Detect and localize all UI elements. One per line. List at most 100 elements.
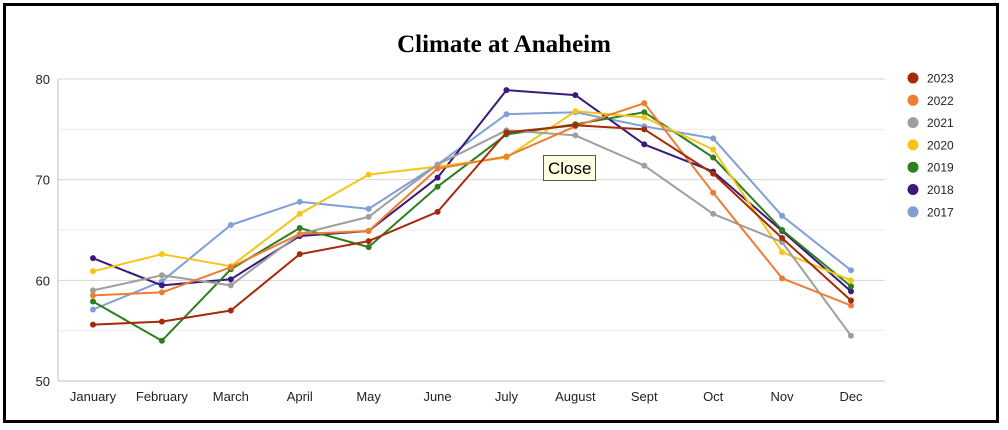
data-point-2022	[158, 289, 165, 296]
data-point-2023	[641, 126, 648, 133]
x-tick-label: June	[423, 389, 451, 404]
data-point-2021	[572, 132, 579, 139]
data-point-2018	[158, 282, 165, 289]
data-point-2018	[641, 141, 648, 148]
legend-marker-2017	[907, 206, 919, 218]
y-tick-label: 60	[36, 273, 50, 288]
data-point-2018	[572, 92, 579, 99]
data-point-2020	[779, 249, 786, 256]
legend-label: 2019	[927, 161, 954, 175]
legend-marker-2020	[907, 139, 919, 151]
data-point-2022	[434, 165, 441, 172]
data-point-2020	[296, 210, 303, 217]
data-point-2017	[503, 111, 510, 118]
series-line-2019	[92, 111, 852, 342]
chart-gridlines	[58, 78, 885, 382]
data-point-2022	[503, 153, 510, 160]
series-line-2022	[92, 102, 852, 307]
y-axis: 50 60 70 80	[36, 72, 59, 389]
data-point-2022	[227, 264, 234, 271]
legend-marker-2021	[907, 117, 919, 129]
data-point-2017	[710, 135, 717, 142]
legend-label: 2018	[927, 183, 954, 197]
close-tooltip[interactable]: Close	[543, 155, 597, 181]
data-point-2020	[641, 114, 648, 121]
y-tick-label: 70	[36, 173, 50, 188]
data-point-2023	[779, 235, 786, 242]
data-point-2023	[90, 321, 96, 328]
data-point-2022	[365, 228, 372, 235]
data-point-2018	[227, 276, 234, 283]
data-point-2018	[503, 87, 510, 94]
data-point-2021	[365, 213, 372, 220]
x-axis: January February March April May June July Augu…	[58, 380, 885, 404]
legend-label: 2022	[927, 94, 954, 108]
data-point-2023	[158, 318, 165, 325]
data-point-2019	[779, 227, 786, 233]
data-point-2019	[365, 244, 372, 251]
data-point-2018	[90, 255, 96, 262]
data-point-2023	[365, 238, 372, 245]
legend-label: 2017	[927, 205, 954, 219]
data-point-2023	[572, 122, 579, 129]
data-point-2022	[710, 189, 717, 196]
data-point-2019	[158, 337, 165, 344]
legend-marker-2018	[907, 184, 919, 195]
x-tick-label: August	[555, 389, 596, 404]
y-tick-label: 80	[36, 72, 50, 87]
data-point-2019	[710, 154, 717, 161]
data-point-2017	[848, 267, 854, 274]
chart-series-lines	[90, 87, 854, 344]
data-point-2018	[848, 288, 854, 295]
data-point-2020	[572, 108, 579, 115]
data-point-2022	[848, 302, 854, 309]
data-point-2019	[641, 109, 648, 116]
data-point-2022	[296, 231, 303, 238]
data-point-2017	[365, 205, 372, 212]
x-tick-label: Oct	[703, 389, 724, 404]
data-point-2020	[365, 171, 372, 178]
data-point-2022	[90, 292, 96, 299]
x-tick-label: January	[70, 389, 117, 404]
data-point-2021	[158, 272, 165, 279]
legend-label: 2023	[927, 72, 954, 86]
x-tick-label: Sept	[631, 389, 658, 404]
data-point-2023	[227, 307, 234, 314]
data-point-2021	[90, 287, 96, 294]
x-tick-label: Nov	[771, 389, 795, 404]
data-point-2017	[779, 212, 786, 219]
data-point-2021	[641, 162, 648, 169]
series-line-2023	[92, 124, 852, 326]
data-point-2022	[779, 275, 786, 282]
x-tick-label: February	[136, 389, 189, 404]
x-tick-label: May	[356, 389, 381, 404]
data-point-2023	[296, 251, 303, 258]
data-point-2022	[641, 100, 648, 107]
data-point-2023	[848, 297, 854, 304]
chart-frame	[3, 3, 999, 423]
chart-legend: 2023 2022 2021 2020 2019 2018 2017	[907, 72, 954, 219]
x-tick-label: April	[287, 389, 313, 404]
data-point-2019	[296, 224, 303, 231]
legend-marker-2022	[907, 94, 919, 106]
data-point-2020	[848, 277, 854, 284]
data-point-2023	[434, 208, 441, 215]
data-point-2018	[434, 174, 441, 181]
series-line-2017	[92, 111, 852, 311]
legend-label: 2020	[927, 138, 954, 152]
data-point-2020	[158, 251, 165, 258]
data-point-2017	[90, 306, 96, 313]
x-tick-label: July	[495, 389, 519, 404]
data-point-2017	[296, 198, 303, 205]
y-tick-label: 50	[36, 374, 50, 389]
legend-marker-2019	[907, 161, 919, 173]
x-tick-label: March	[213, 389, 249, 404]
data-point-2019	[848, 283, 854, 290]
data-point-2020	[90, 268, 96, 275]
x-tick-label: Dec	[839, 389, 863, 404]
data-point-2021	[710, 210, 717, 217]
series-line-2021	[92, 129, 852, 337]
data-point-2020	[710, 146, 717, 153]
data-point-2021	[848, 332, 854, 339]
